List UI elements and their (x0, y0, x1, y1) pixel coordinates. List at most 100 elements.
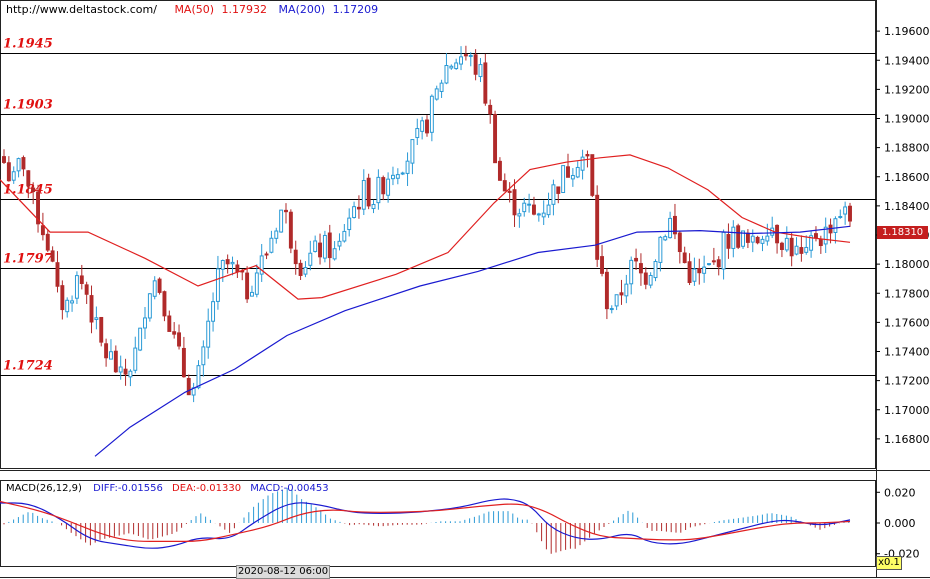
candle-up (449, 65, 454, 69)
price-tick-label: 1.17400 (884, 346, 930, 359)
candle-down (502, 180, 507, 192)
candle-up (274, 230, 279, 239)
candle-down (6, 162, 11, 182)
candle-up (16, 158, 21, 172)
candle-up (415, 128, 420, 139)
candle-down (799, 247, 804, 254)
level-label: 1.1724 (3, 359, 53, 374)
candle-up (823, 226, 828, 245)
candle-up (454, 62, 459, 70)
candle-up (459, 56, 463, 65)
candle-down (789, 237, 794, 257)
diff-label: DIFF: (93, 483, 118, 494)
candle-up (196, 365, 201, 389)
candle-up (614, 294, 619, 307)
candle-down (99, 316, 104, 343)
candle-down (488, 104, 493, 115)
candle-up (138, 327, 143, 351)
candle-up (624, 283, 629, 297)
candle-up (322, 234, 327, 259)
price-tick-label: 1.17800 (884, 287, 930, 300)
candle-down (736, 225, 741, 248)
ma200-line (94, 225, 851, 457)
candle-down (634, 257, 639, 262)
candle-up (308, 252, 313, 266)
candle-up (220, 260, 225, 270)
candle-up (395, 174, 400, 179)
candle-up (371, 203, 376, 210)
candle-down (677, 232, 682, 253)
macd-title: MACD(26,12,9) (6, 483, 82, 494)
candle-up (405, 160, 410, 174)
candle-down (177, 332, 181, 347)
candle-up (741, 230, 745, 247)
candle-down (123, 368, 128, 375)
price-tick-label: 1.17600 (884, 316, 930, 329)
candle-up (809, 235, 814, 251)
candle-up (410, 139, 415, 164)
candle-up (147, 293, 152, 319)
macd-panel-frame (0, 480, 876, 567)
candle-up (254, 272, 259, 295)
candle-down (745, 232, 750, 243)
candle-down (556, 186, 561, 194)
candle-down (31, 187, 36, 193)
candle-down (50, 250, 55, 262)
candle-up (629, 259, 634, 285)
candle-down (697, 268, 702, 274)
candle-up (575, 166, 580, 178)
candle-down (473, 54, 478, 75)
candle-down (288, 211, 293, 249)
candle-down (157, 278, 162, 293)
zoom-badge[interactable]: x0.1 (876, 556, 902, 570)
candle-down (181, 347, 186, 378)
candle-up (215, 268, 220, 302)
candle-down (507, 190, 512, 193)
candle-down (493, 113, 498, 164)
candle-down (463, 54, 468, 57)
candle-up (386, 178, 391, 196)
candle-up (94, 317, 99, 320)
last-price-tag: 1.18310 (877, 226, 928, 239)
candle-up (11, 171, 16, 181)
candle-up (750, 235, 755, 243)
candle-up (143, 317, 147, 329)
candle-up (478, 64, 483, 78)
candle-down (225, 259, 230, 265)
candle-up (342, 230, 347, 242)
candle-up (794, 245, 799, 255)
macd-header: MACD(26,12,9) DIFF:-0.01556 DEA:-0.01330… (6, 483, 329, 494)
candle-up (313, 240, 318, 252)
candle-up (70, 300, 75, 304)
dea-value: -0.01330 (196, 483, 242, 494)
candle-up (707, 263, 711, 266)
candle-down (600, 256, 604, 274)
candle-down (2, 156, 6, 163)
macd-tick-label: 0.020 (884, 486, 916, 499)
price-tick-label: 1.19600 (884, 25, 930, 38)
macd-dea-line (0, 500, 851, 543)
candle-down (26, 170, 31, 187)
candle-down (356, 206, 361, 210)
candle-up (731, 226, 736, 249)
candle-down (619, 292, 624, 296)
candle-down (497, 160, 502, 181)
candle-up (517, 213, 522, 217)
candle-up (658, 236, 663, 263)
ma200-value: 1.17209 (332, 3, 379, 16)
candle-up (376, 176, 381, 204)
candle-down (818, 239, 823, 247)
candle-down (327, 232, 332, 259)
candle-up (118, 366, 123, 373)
level-label: 1.1797 (3, 252, 53, 267)
site-url[interactable]: http://www.deltastock.com/ (6, 3, 157, 16)
candle-up (201, 346, 206, 366)
candle-down (104, 343, 109, 359)
candle-down (604, 271, 609, 310)
candle-down (167, 315, 172, 332)
candle-up (74, 275, 79, 299)
candle-up (609, 308, 614, 311)
diff-value: -0.01556 (117, 483, 163, 494)
candle-down (814, 233, 818, 239)
candle-down (40, 225, 45, 236)
